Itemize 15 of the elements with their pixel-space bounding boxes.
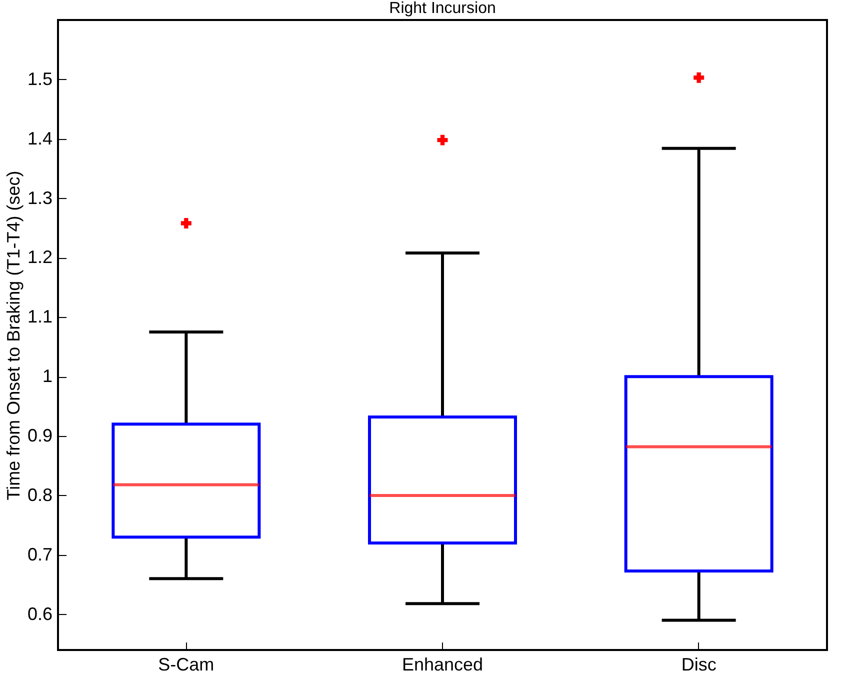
y-tick-label: 1.5 — [27, 68, 52, 89]
chart-title: Right Incursion — [389, 0, 496, 17]
y-tick-label: 1.2 — [27, 247, 52, 268]
y-axis-title: Time from Onset to Braking (T1-T4) (sec) — [3, 170, 24, 500]
y-tick-label: 1 — [42, 366, 52, 386]
y-tick-label: 1.3 — [27, 188, 52, 208]
y-tick-label: 0.9 — [27, 426, 52, 446]
y-tick-label: 0.7 — [27, 544, 52, 564]
y-tick-label: 1.1 — [27, 306, 52, 327]
x-tick-label: S-Cam — [158, 654, 214, 674]
x-tick-label: Disc — [681, 654, 716, 674]
x-tick-label: Enhanced — [402, 654, 484, 674]
y-tick-label: 1.4 — [27, 128, 52, 148]
y-tick-label: 0.8 — [27, 484, 52, 505]
y-tick-label: 0.6 — [27, 604, 52, 624]
